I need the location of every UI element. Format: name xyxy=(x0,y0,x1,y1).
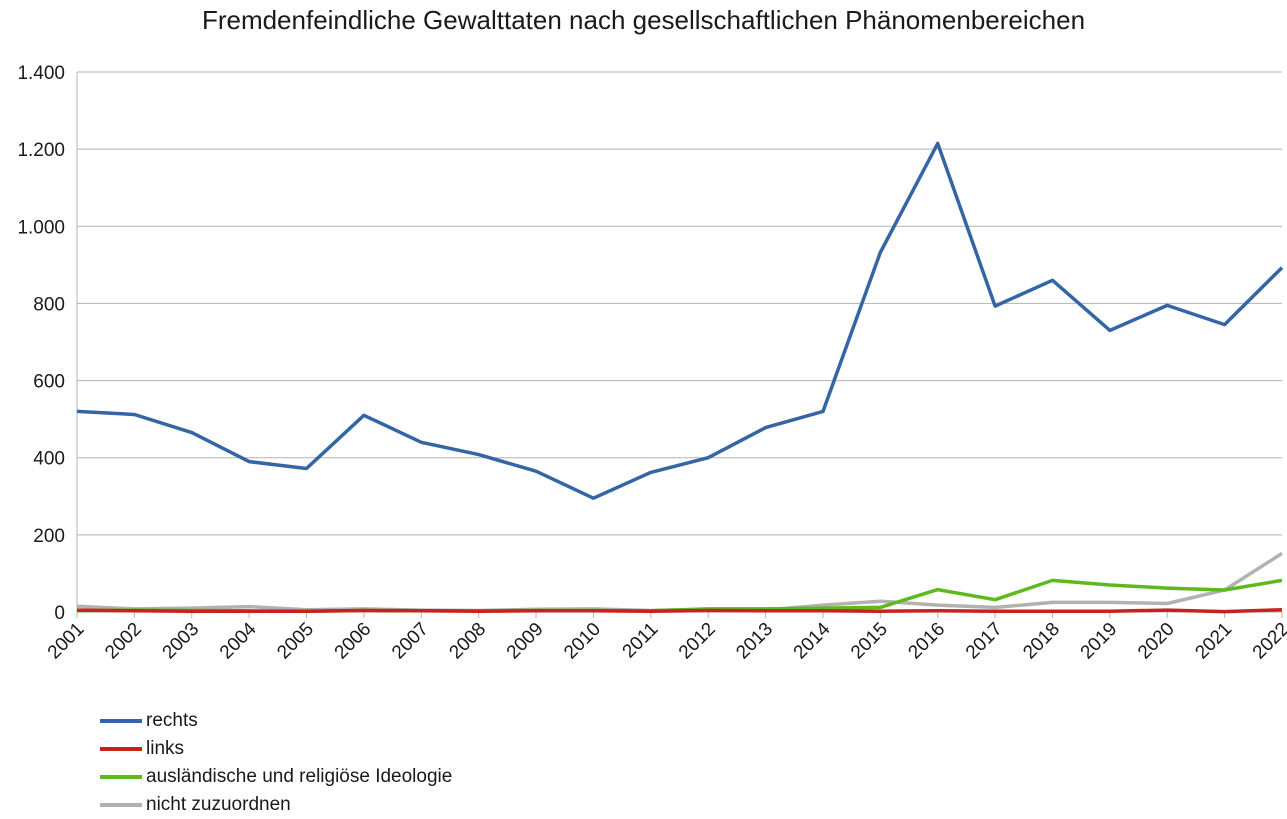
x-tick-label: 2019 xyxy=(1077,619,1122,664)
x-tick-label: 2008 xyxy=(445,619,490,664)
x-tick-label: 2022 xyxy=(1249,619,1287,664)
x-tick-label: 2012 xyxy=(675,619,720,664)
y-tick-label: 1.000 xyxy=(17,217,65,238)
x-tick-label: 2011 xyxy=(619,619,663,663)
y-tick-label: 1.400 xyxy=(17,63,65,84)
legend-item: nicht zuzuordnen xyxy=(100,791,452,819)
x-tick-label: 2005 xyxy=(273,619,318,664)
y-tick-label: 1.200 xyxy=(17,140,65,161)
legend-swatch xyxy=(100,747,142,751)
legend-item: rechts xyxy=(100,707,452,735)
y-tick-label: 200 xyxy=(33,526,65,547)
gridlines xyxy=(76,71,1282,613)
x-tick-label: 2006 xyxy=(331,619,376,664)
x-axis-ticks: 2001 2002 2003 2004 2005 2006 2007 2008 2009 2010… xyxy=(44,612,1287,663)
x-tick-label: 2009 xyxy=(503,619,548,664)
x-tick-label: 2021 xyxy=(1191,619,1236,664)
legend-swatch xyxy=(100,719,142,723)
x-tick-label: 2001 xyxy=(44,619,89,664)
x-tick-label: 2016 xyxy=(905,619,950,664)
x-tick-label: 2020 xyxy=(1134,619,1179,664)
y-tick-label: 600 xyxy=(33,372,65,393)
y-tick-label: 0 xyxy=(54,603,65,624)
y-tick-label: 400 xyxy=(33,449,65,470)
legend-label: ausländische und religiöse Ideologie xyxy=(146,766,453,787)
legend-swatch xyxy=(100,803,142,807)
x-tick-label: 2004 xyxy=(216,618,261,663)
legend-item: ausländische und religiöse Ideologie xyxy=(100,763,452,791)
x-tick-label: 2015 xyxy=(847,619,892,664)
x-tick-label: 2002 xyxy=(101,619,146,664)
legend-item: links xyxy=(100,735,452,763)
legend-label: rechts xyxy=(146,710,198,731)
x-tick-label: 2007 xyxy=(388,619,433,664)
chart-title: Fremdenfeindliche Gewalttaten nach gesel… xyxy=(201,5,1086,35)
legend-label: links xyxy=(146,738,185,759)
series-line xyxy=(76,607,1283,614)
x-tick-label: 2013 xyxy=(732,619,777,664)
x-tick-label: 2003 xyxy=(159,619,204,664)
legend: rechts links ausländische und religiöse Id… xyxy=(100,707,452,819)
x-tick-label: 2018 xyxy=(1019,619,1064,664)
legend-label: nicht zuzuordnen xyxy=(146,794,291,815)
x-tick-label: 2017 xyxy=(962,619,1007,664)
legend-swatch xyxy=(100,775,142,779)
series-lines xyxy=(76,141,1284,614)
x-tick-label: 2014 xyxy=(790,618,835,663)
y-tick-label: 800 xyxy=(33,294,65,315)
y-axis-ticks: 0 200 400 600 800 1.000 1.200 1.400 xyxy=(17,63,65,624)
x-tick-label: 2010 xyxy=(560,619,605,664)
series-line xyxy=(76,551,1283,613)
series-line xyxy=(76,141,1284,500)
